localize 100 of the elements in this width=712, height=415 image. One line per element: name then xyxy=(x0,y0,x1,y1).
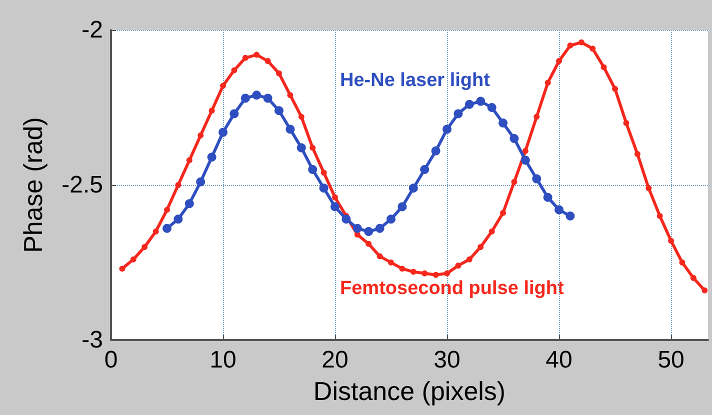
point xyxy=(287,92,294,98)
point xyxy=(476,96,486,106)
point xyxy=(444,270,450,276)
point xyxy=(522,148,528,154)
x-tick-label: 40 xyxy=(546,346,572,374)
point xyxy=(198,132,204,138)
point xyxy=(274,106,284,116)
point xyxy=(410,268,416,275)
point xyxy=(488,228,495,234)
point xyxy=(162,224,172,233)
point xyxy=(184,199,194,208)
point xyxy=(646,185,652,192)
point xyxy=(520,156,530,165)
point xyxy=(308,165,318,174)
point xyxy=(543,192,552,202)
point xyxy=(286,124,295,134)
point xyxy=(567,42,574,48)
y-tick-label: -2 xyxy=(82,16,103,44)
point xyxy=(466,256,472,262)
point xyxy=(130,256,136,262)
point xyxy=(464,100,474,109)
point xyxy=(264,58,271,64)
point xyxy=(578,39,584,46)
point xyxy=(432,272,439,278)
point xyxy=(196,177,206,186)
point xyxy=(500,210,506,216)
point xyxy=(399,266,406,272)
point xyxy=(554,205,564,214)
point xyxy=(352,224,362,233)
point xyxy=(310,144,316,151)
point xyxy=(186,157,192,164)
x-tick-label: 0 xyxy=(104,346,118,374)
point xyxy=(386,214,396,224)
point xyxy=(668,238,674,244)
point xyxy=(679,260,686,266)
point xyxy=(566,212,575,220)
x-tick-label: 10 xyxy=(210,346,236,374)
point xyxy=(590,46,596,52)
x-tick-label: 50 xyxy=(658,346,684,374)
point xyxy=(454,109,463,118)
point xyxy=(242,54,248,61)
x-axis-title: Distance (pixels) xyxy=(313,376,506,406)
point xyxy=(376,253,383,260)
point xyxy=(534,114,540,120)
point xyxy=(254,52,260,58)
point xyxy=(218,128,228,137)
point xyxy=(455,262,462,269)
x-tick-label: 20 xyxy=(322,346,348,374)
point xyxy=(364,227,374,236)
point xyxy=(498,118,508,128)
point xyxy=(119,266,126,272)
series-label: Femtosecond pulse light xyxy=(340,278,564,299)
point xyxy=(296,143,306,152)
y-tick-label: -2.5 xyxy=(62,172,103,198)
point xyxy=(634,151,640,157)
point xyxy=(330,202,340,212)
point xyxy=(398,202,407,212)
point xyxy=(298,114,304,120)
point xyxy=(408,184,418,193)
point xyxy=(207,152,216,162)
point xyxy=(375,224,384,233)
point xyxy=(240,94,250,103)
point xyxy=(612,86,618,92)
point xyxy=(442,124,452,134)
point xyxy=(342,214,351,224)
point xyxy=(174,214,183,224)
point xyxy=(152,228,159,234)
point xyxy=(319,184,328,193)
point xyxy=(420,165,430,174)
point xyxy=(511,178,518,185)
series-label: He-Ne laser light xyxy=(340,70,491,91)
point xyxy=(388,260,394,266)
point xyxy=(656,213,663,219)
point xyxy=(366,240,372,247)
point xyxy=(252,90,262,100)
point xyxy=(702,287,708,294)
x-tick-label: 30 xyxy=(434,346,460,374)
point xyxy=(142,244,148,250)
point xyxy=(544,80,551,86)
point xyxy=(276,70,282,76)
point xyxy=(510,134,519,143)
point xyxy=(422,270,428,276)
point xyxy=(263,94,272,103)
point xyxy=(208,108,215,114)
point xyxy=(320,170,327,176)
point xyxy=(532,174,542,184)
point xyxy=(478,244,484,250)
point xyxy=(431,146,440,156)
point xyxy=(690,275,696,281)
point xyxy=(231,67,238,74)
y-tick-label: -3 xyxy=(82,326,103,354)
point xyxy=(220,82,226,89)
point xyxy=(487,103,496,112)
point xyxy=(175,182,182,188)
point xyxy=(332,194,338,200)
y-axis-title: Phase (rad) xyxy=(18,117,48,253)
point xyxy=(623,120,630,126)
point xyxy=(556,58,562,64)
point xyxy=(230,109,239,118)
point xyxy=(600,64,607,70)
